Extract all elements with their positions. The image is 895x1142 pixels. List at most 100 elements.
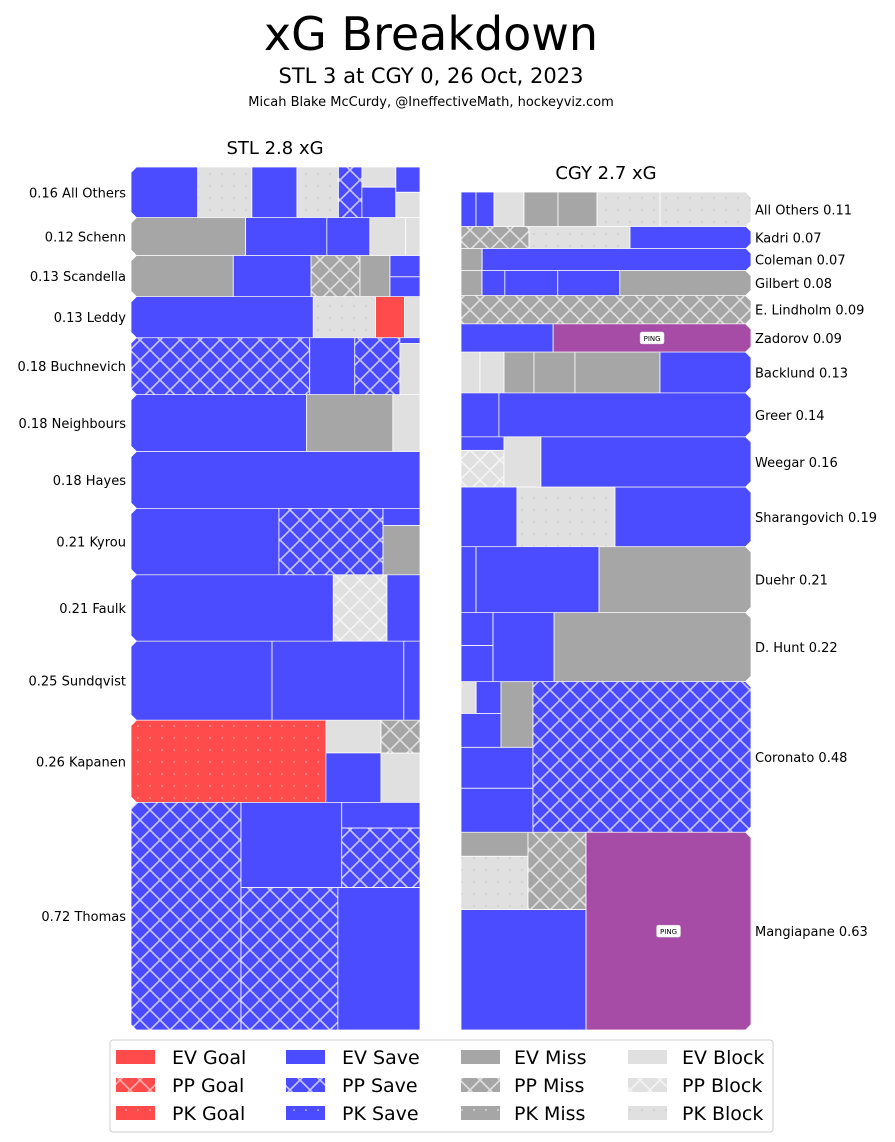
player-row-coronato xyxy=(461,681,751,833)
shot-ev-miss xyxy=(553,612,751,682)
player-row-hayes xyxy=(131,451,420,509)
shot-ev-miss xyxy=(359,255,391,297)
shot-ev-miss xyxy=(523,192,559,227)
player-label: Kadri 0.07 xyxy=(755,232,822,247)
player-label: Greer 0.14 xyxy=(755,409,825,424)
shot-ev-save xyxy=(389,255,420,278)
chart-title: xG Breakdown xyxy=(264,7,598,61)
player-row-mangiapane: PING xyxy=(461,832,751,1030)
ping-label-box xyxy=(656,924,681,938)
player-row-e-lindholm xyxy=(461,295,751,324)
player-row-buchnevich xyxy=(131,337,420,395)
shot-ev-block xyxy=(361,167,397,188)
shot-ev-save xyxy=(540,436,751,488)
player-row-kyrou xyxy=(131,508,420,575)
player-label: 0.13 Scandella xyxy=(30,270,126,285)
shot-pk-block xyxy=(659,192,751,227)
player-row-sharangovich xyxy=(461,487,751,547)
shot-ev-save xyxy=(232,255,312,297)
ping-label-box xyxy=(639,331,665,345)
player-label: Mangiapane 0.63 xyxy=(755,925,868,940)
shot-ev-save xyxy=(403,641,420,721)
shot-ev-save xyxy=(389,276,420,297)
shot-pp-block xyxy=(461,449,505,488)
shot-ev-miss xyxy=(131,217,247,256)
shot-ev-save xyxy=(395,167,420,193)
legend-swatch-pp-miss xyxy=(461,1078,500,1092)
player-row-gilbert xyxy=(461,270,751,296)
shot-ev-save xyxy=(475,681,502,714)
shot-ev-miss xyxy=(619,270,751,296)
shot-ev-goal xyxy=(375,296,405,338)
player-row-backlund xyxy=(461,352,751,393)
shot-pp-miss xyxy=(380,720,420,754)
shot-ev-block xyxy=(405,217,420,256)
legend-label: PK Miss xyxy=(514,1103,585,1125)
shot-pk-block xyxy=(312,296,376,338)
shot-pk-block xyxy=(596,192,661,227)
shot-pp-save xyxy=(354,337,401,395)
shot-ev-save xyxy=(461,612,494,646)
shot-ev-save xyxy=(461,436,505,451)
player-row-greer xyxy=(461,392,751,437)
shot-pp-block xyxy=(332,574,388,642)
legend-swatch-pp-save xyxy=(286,1078,325,1092)
shot-ev-save xyxy=(131,508,280,575)
shot-ev-save xyxy=(498,392,751,437)
legend-label: PK Save xyxy=(342,1103,419,1125)
shot-ev-save xyxy=(245,217,328,256)
shot-ev-save xyxy=(131,296,314,338)
shot-ev-block xyxy=(399,343,420,395)
player-label: All Others 0.11 xyxy=(755,203,852,218)
shot-ev-save xyxy=(131,167,199,218)
player-row-weegar xyxy=(461,436,751,488)
player-row-coleman xyxy=(461,248,751,271)
legend-label: EV Miss xyxy=(514,1047,587,1069)
shot-ev-save xyxy=(504,270,559,296)
player-label: 0.16 All Others xyxy=(29,186,126,201)
shot-pp-save xyxy=(341,827,420,889)
legend-swatch-pk-miss xyxy=(461,1106,500,1120)
legend-label: PP Save xyxy=(342,1075,418,1097)
shot-ev-save xyxy=(461,192,477,227)
shot-ev-save xyxy=(492,612,555,682)
stl-treemap: 0.16 All Others 0.12 Schenn 0.13 Scandella… xyxy=(17,167,420,1030)
player-label: Backlund 0.13 xyxy=(755,366,848,381)
legend-label: PK Block xyxy=(682,1103,763,1125)
shot-ev-miss xyxy=(382,525,420,575)
stl-panel-title: STL 2.8 xG xyxy=(226,138,323,159)
shot-ev-save xyxy=(461,487,518,547)
shot-pp-miss xyxy=(461,226,530,249)
shot-pp-save xyxy=(532,681,751,833)
shot-ev-miss xyxy=(574,352,661,393)
player-row-kapanen xyxy=(131,720,420,803)
shot-ev-save xyxy=(461,746,534,789)
shot-ev-save xyxy=(475,546,600,613)
shot-ev-save xyxy=(557,270,621,296)
shot-ev-block xyxy=(325,720,382,754)
player-row-duehr xyxy=(461,546,751,613)
shot-ev-miss xyxy=(503,352,535,393)
player-label: 0.18 Neighbours xyxy=(19,417,127,432)
shot-ev-save xyxy=(614,487,751,547)
legend-swatch-ev-miss xyxy=(461,1050,500,1064)
shot-ev-block xyxy=(479,352,505,393)
shot-ev-save xyxy=(629,226,751,249)
shot-ev-save xyxy=(361,186,397,218)
shot-pp-save xyxy=(278,508,384,575)
shot-pp-miss xyxy=(310,255,361,297)
player-label: Weegar 0.16 xyxy=(755,456,838,471)
player-row-schenn xyxy=(131,217,420,256)
shot-ev-save xyxy=(659,352,751,393)
shot-pk-goal xyxy=(131,720,327,803)
shot-ev-save xyxy=(461,323,554,353)
shot-ev-save xyxy=(341,802,420,829)
legend-swatch-pk-save xyxy=(286,1106,325,1120)
shot-ev-miss xyxy=(598,546,751,613)
legend-label: PP Miss xyxy=(514,1075,584,1097)
shot-ev-block xyxy=(503,436,542,488)
chart-credit: Micah Blake McCurdy, @IneffectiveMath, h… xyxy=(248,95,614,110)
chart-subtitle: STL 3 at CGY 0, 26 Oct, 2023 xyxy=(279,64,584,88)
shot-ev-save xyxy=(131,451,420,509)
legend-swatch-pk-goal xyxy=(116,1106,155,1120)
